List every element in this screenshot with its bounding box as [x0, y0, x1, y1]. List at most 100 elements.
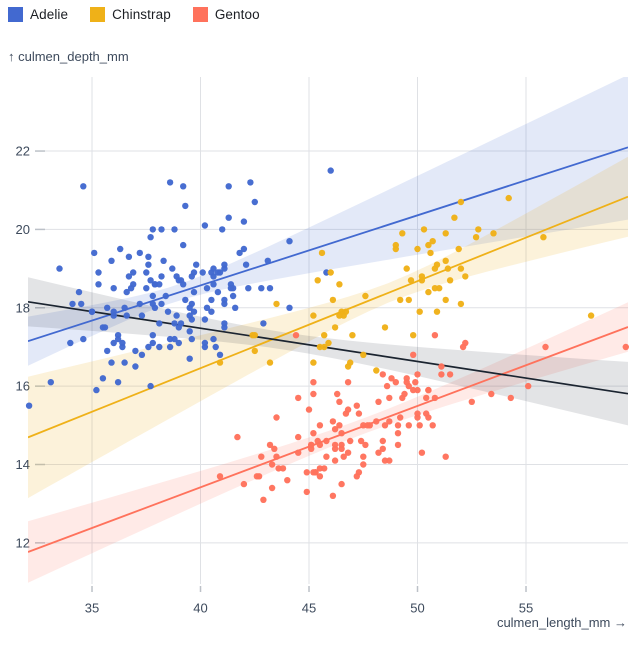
data-point: [310, 469, 317, 476]
y-tick-label: 16: [16, 379, 30, 394]
data-point: [331, 457, 339, 464]
data-point: [295, 433, 302, 441]
data-point: [410, 351, 417, 358]
data-point: [132, 363, 139, 370]
data-point: [210, 335, 217, 343]
data-point: [386, 394, 393, 402]
data-point: [180, 241, 187, 249]
data-point: [394, 430, 402, 437]
data-point: [160, 257, 167, 264]
data-point: [175, 339, 182, 347]
data-point: [316, 473, 324, 480]
data-point: [149, 339, 156, 347]
data-point: [318, 249, 326, 257]
data-point: [75, 288, 83, 296]
data-point: [271, 445, 278, 452]
x-axis-title: culmen_length_mm →: [496, 615, 627, 630]
data-point: [462, 273, 469, 280]
x-tick-label: 40: [193, 601, 207, 616]
data-point: [329, 418, 337, 425]
data-point: [392, 241, 399, 249]
data-point: [414, 245, 421, 253]
data-point: [349, 332, 356, 339]
data-point: [327, 269, 334, 276]
trend-line-adelie: [28, 146, 628, 343]
data-point: [240, 480, 248, 488]
data-point: [166, 343, 174, 351]
y-tick-label: 14: [16, 457, 30, 472]
x-tick-label: 55: [519, 601, 533, 616]
data-point: [360, 351, 367, 358]
data-point: [388, 375, 395, 382]
data-point: [401, 390, 408, 398]
data-point: [397, 296, 404, 304]
data-point: [336, 422, 343, 429]
data-point: [353, 473, 360, 480]
data-point: [336, 281, 343, 288]
data-point: [166, 179, 174, 186]
data-point: [121, 304, 128, 311]
data-point: [323, 453, 330, 460]
data-point: [138, 351, 146, 358]
data-point: [110, 312, 117, 319]
data-point: [69, 300, 76, 308]
data-point: [190, 288, 198, 296]
y-tick-label: 18: [16, 300, 30, 315]
legend-item-gentoo: Gentoo: [192, 7, 260, 22]
data-point: [130, 269, 137, 276]
data-point: [266, 441, 274, 449]
data-point: [99, 375, 107, 382]
data-point: [423, 394, 430, 402]
data-point: [381, 457, 389, 464]
data-point: [158, 226, 165, 233]
data-point: [201, 343, 209, 351]
data-point: [418, 449, 426, 456]
data-point: [275, 465, 282, 472]
data-point: [162, 292, 169, 300]
data-point: [360, 422, 367, 429]
data-point: [108, 257, 115, 264]
data-point: [180, 281, 187, 288]
trend-line-chinstrap: [28, 195, 628, 439]
data-point: [325, 339, 332, 347]
data-point: [344, 449, 352, 456]
data-point: [149, 226, 156, 233]
data-point: [177, 320, 185, 327]
legend-label: Gentoo: [214, 7, 260, 22]
data-point: [310, 379, 317, 386]
confidence-band-chinstrap: [28, 156, 628, 499]
data-point: [255, 473, 263, 480]
data-point: [210, 265, 217, 272]
dots-adelie: [25, 167, 334, 409]
data-point: [156, 343, 163, 351]
data-point: [166, 335, 174, 343]
data-point: [175, 277, 182, 284]
data-point: [56, 265, 63, 272]
data-point: [190, 269, 198, 276]
y-axis-title: ↑ culmen_depth_mm: [8, 49, 129, 64]
legend-item-adelie: Adelie: [8, 7, 68, 22]
data-point: [240, 245, 248, 253]
data-point: [156, 320, 163, 327]
data-point: [210, 273, 217, 280]
data-point: [405, 296, 412, 304]
data-point: [475, 226, 482, 233]
data-point: [80, 183, 87, 190]
data-point: [340, 453, 347, 460]
data-point: [310, 312, 317, 319]
data-point: [438, 371, 445, 378]
data-point: [468, 398, 475, 405]
data-point: [121, 359, 128, 366]
data-point: [123, 288, 130, 296]
data-point: [216, 359, 224, 366]
data-point: [381, 324, 389, 331]
data-point: [132, 347, 139, 355]
data-point: [360, 453, 367, 460]
data-point: [362, 292, 369, 300]
data-point: [190, 308, 198, 315]
data-point: [201, 222, 209, 229]
data-point: [117, 245, 124, 253]
data-point: [234, 433, 241, 441]
data-point: [125, 273, 133, 280]
